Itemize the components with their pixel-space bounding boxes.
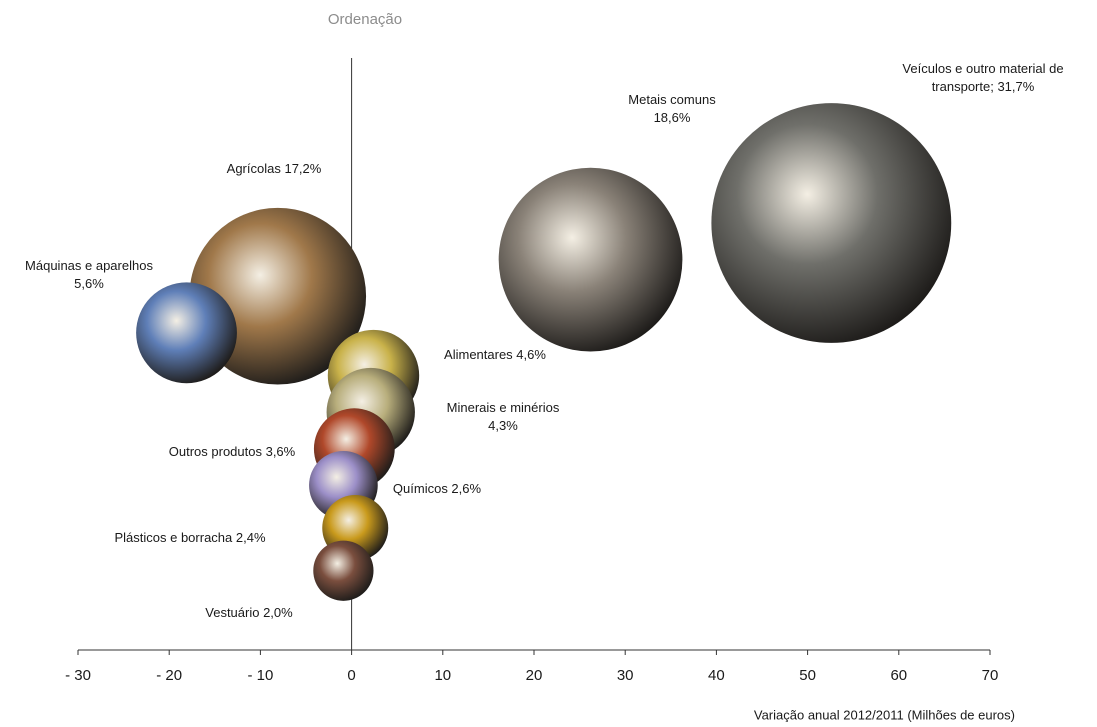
bubble-label: Minerais e minérios 4,3% bbox=[447, 400, 560, 433]
x-tick-label: 40 bbox=[708, 667, 725, 684]
x-tick-label: 0 bbox=[347, 667, 355, 684]
x-tick-label: 30 bbox=[617, 667, 634, 684]
bubble-label: Vestuário 2,0% bbox=[205, 605, 293, 620]
bubble-label: Metais comuns 18,6% bbox=[628, 92, 716, 125]
bubble-label: Alimentares 4,6% bbox=[444, 347, 546, 362]
bubble-label: Veículos e outro material de transporte; … bbox=[902, 61, 1063, 94]
x-tick-label: 10 bbox=[434, 667, 451, 684]
bubble-label: Plásticos e borracha 2,4% bbox=[114, 530, 265, 545]
x-tick-label: 60 bbox=[890, 667, 907, 684]
bubble bbox=[498, 167, 683, 352]
bubble-label: Outros produtos 3,6% bbox=[169, 444, 296, 459]
bubble-label: Químicos 2,6% bbox=[393, 481, 482, 496]
bubble bbox=[313, 540, 374, 601]
x-tick-label: 50 bbox=[799, 667, 816, 684]
x-tick-label: - 30 bbox=[65, 667, 91, 684]
x-tick-label: - 10 bbox=[247, 667, 273, 684]
x-tick-label: 20 bbox=[526, 667, 543, 684]
bubble-label: Agrícolas 17,2% bbox=[227, 161, 322, 176]
x-tick-label: - 20 bbox=[156, 667, 182, 684]
y-axis-label: Ordenação bbox=[328, 11, 402, 28]
bubble bbox=[136, 282, 237, 384]
x-tick-label: 70 bbox=[982, 667, 999, 684]
bubble-label: Máquinas e aparelhos 5,6% bbox=[25, 258, 153, 291]
bubble bbox=[711, 103, 952, 343]
x-axis-label: Variação anual 2012/2011 (Milhões de eur… bbox=[754, 707, 1015, 722]
